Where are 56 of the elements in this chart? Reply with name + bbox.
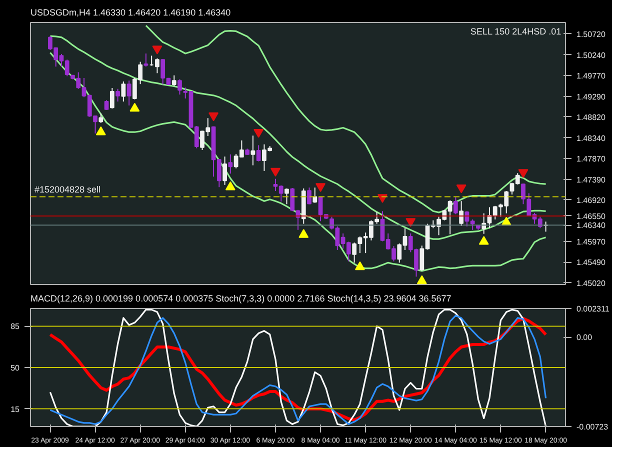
y-tick-label: 1.46920 <box>576 196 606 205</box>
point <box>456 184 466 194</box>
point <box>354 261 365 270</box>
y-tick-label: 85 <box>10 322 20 332</box>
annotation: SELL 150 2L4HSD .01 <box>470 26 562 36</box>
point <box>316 183 326 192</box>
candlestick <box>160 58 166 86</box>
point <box>208 112 219 122</box>
y-tick-label: 1.49770 <box>576 71 606 80</box>
point <box>298 229 309 238</box>
y-tick-label: 1.50720 <box>576 30 606 39</box>
y-tick-label: 50 <box>10 364 20 372</box>
y-tick-label: 1.45020 <box>576 278 606 288</box>
point <box>254 129 264 138</box>
candlestick <box>110 88 114 110</box>
candlestick <box>172 74 176 87</box>
point <box>270 168 280 177</box>
ref-line-label: #152004828 sell <box>34 184 101 195</box>
candlestick <box>98 112 104 124</box>
point <box>478 236 489 245</box>
y-tick-label: 1.48820 <box>576 112 606 122</box>
line-series <box>145 24 547 214</box>
chart-title: USDSGDm,H4 1.46330 1.46420 1.46190 1.46340 <box>30 8 231 18</box>
candlestick <box>222 156 227 186</box>
y-tick-label: 15 <box>10 404 20 414</box>
candlestick <box>256 144 261 162</box>
candlestick <box>312 187 318 204</box>
candlestick <box>284 188 289 205</box>
y-tick-label: 1.48340 <box>576 134 606 143</box>
y-tick-label: 1.50240 <box>576 50 606 60</box>
y-tick-label: 1.45490 <box>576 258 606 268</box>
point <box>416 275 427 284</box>
candlestick <box>453 196 458 215</box>
candlestick <box>228 154 233 174</box>
candlestick <box>104 100 109 110</box>
y2-tick-label: -0.00723 <box>576 422 609 432</box>
y-tick-label: 1.45970 <box>576 237 606 246</box>
chart-title: MACD(12,26,9) 0.000199 0.000574 0.000375 Stoch(7,3,3) 0.0000 2.7166 Stoch(14,3,5) 23.9604 36.5677 <box>30 294 452 304</box>
candlestick <box>121 80 126 102</box>
point <box>152 46 162 54</box>
y-tick-label: 1.46340 <box>576 221 606 230</box>
candlestick <box>459 200 464 226</box>
candlestick <box>116 88 120 102</box>
y-tick-label: 1.47390 <box>576 175 606 184</box>
point <box>518 169 528 178</box>
candlestick <box>144 53 148 68</box>
candlestick <box>178 78 182 96</box>
candlestick <box>521 183 526 205</box>
y-tick-label: 1.47870 <box>576 154 606 164</box>
candlestick <box>126 80 132 106</box>
candlestick <box>307 187 312 205</box>
y-tick-label: 1.46550 <box>576 212 606 221</box>
candlestick <box>250 135 256 166</box>
y2-tick-label: 0.002311 <box>576 304 610 314</box>
y2-tick-label: 0.00 <box>576 333 593 342</box>
y-tick-label: 1.49290 <box>576 92 606 102</box>
